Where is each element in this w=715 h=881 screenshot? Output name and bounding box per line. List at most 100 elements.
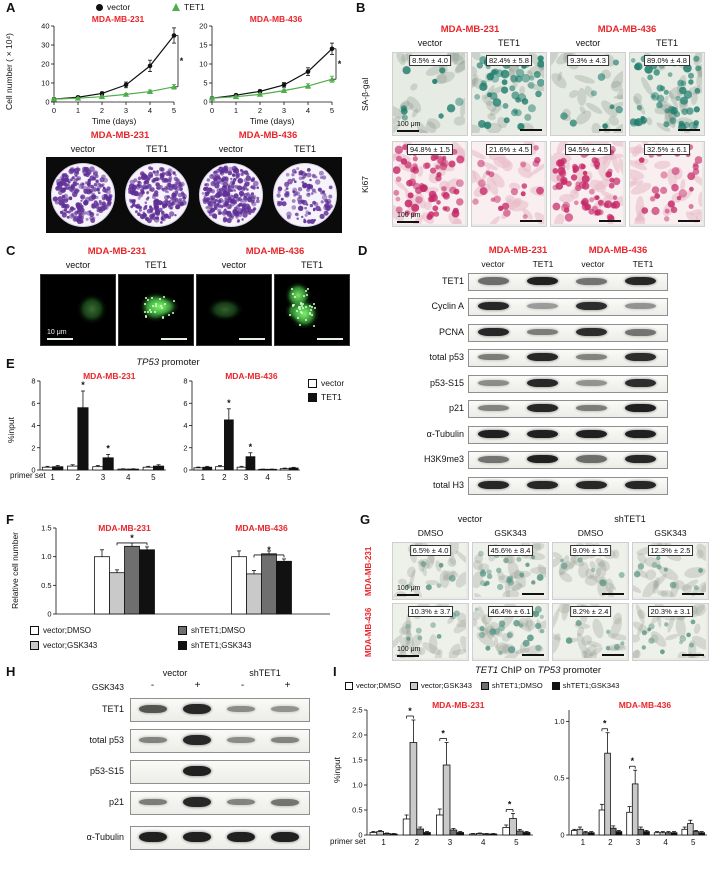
svg-text:1: 1 bbox=[201, 473, 206, 482]
panel-e-legend-tet1-label: TET1 bbox=[321, 392, 342, 402]
chip-chart-i-436: 0 0.5 1.0 1 2 3 4 5 MDA-MB-436 * * bbox=[547, 698, 711, 848]
svg-text:10: 10 bbox=[41, 79, 49, 88]
blot-cyclin-a bbox=[468, 298, 668, 316]
svg-text:5: 5 bbox=[287, 473, 292, 482]
scale-bar bbox=[47, 338, 73, 340]
percentage-badge: 10.3% ± 3.7 bbox=[407, 606, 454, 617]
svg-text:MDA-MB-231: MDA-MB-231 bbox=[83, 371, 136, 381]
blot-label-h-p53-s15: p53-S15 bbox=[89, 766, 124, 776]
blot-tet1 bbox=[468, 273, 668, 291]
colony-well-436-tet1 bbox=[273, 163, 337, 227]
svg-text:2: 2 bbox=[76, 473, 81, 482]
lightgray-swatch bbox=[410, 681, 419, 690]
svg-text:*: * bbox=[81, 380, 85, 390]
svg-text:MDA-MB-231: MDA-MB-231 bbox=[92, 14, 145, 24]
panel-c-header-436: MDA-MB-436 bbox=[245, 246, 305, 257]
percentage-badge: 8.2% ± 2.4 bbox=[569, 606, 612, 617]
blot-tubulin bbox=[468, 426, 668, 444]
svg-text:2: 2 bbox=[258, 106, 262, 115]
blot-label-pcna: PCNA bbox=[438, 327, 464, 337]
percentage-badge: 45.6% ± 8.4 bbox=[487, 545, 534, 556]
scale-bar bbox=[317, 338, 343, 340]
svg-text:2: 2 bbox=[415, 838, 420, 847]
panel-e-title-rest: promoter bbox=[159, 357, 200, 368]
row-label-sabgal: SA-β-gal bbox=[360, 77, 370, 111]
panel-g-col-2: GSK343 bbox=[494, 528, 527, 538]
svg-text:*: * bbox=[441, 729, 445, 739]
micrograph-sabgal-436-vector: 9.3% ± 4.3 bbox=[550, 52, 626, 136]
svg-text:5: 5 bbox=[203, 79, 207, 88]
scale-bar bbox=[397, 130, 419, 132]
panel-i-legend-4-label: shTET1;GSK343 bbox=[562, 681, 620, 690]
micrograph-ki67-231-tet1: 21.6% ± 4.5 bbox=[471, 141, 547, 227]
panel-i-title-rest: promoter bbox=[560, 665, 602, 676]
blot-p21 bbox=[468, 400, 668, 418]
blot-total-p53 bbox=[468, 349, 668, 367]
svg-text:*: * bbox=[508, 800, 512, 810]
gene-name-tp53: TP53 bbox=[136, 357, 160, 368]
panel-i-legend-4: shTET1;GSK343 bbox=[551, 681, 620, 690]
panel-b-col-3: vector bbox=[575, 38, 601, 48]
fluorescence-436-vector bbox=[196, 274, 272, 346]
gene-name-tp53: TP53 bbox=[537, 665, 561, 676]
svg-text:30: 30 bbox=[41, 41, 49, 50]
micrograph-g-231-sh-dmso: 9.0% ± 1.5 bbox=[552, 542, 629, 600]
percentage-badge: 9.0% ± 1.5 bbox=[569, 545, 612, 556]
black-swatch bbox=[308, 392, 317, 402]
scale-bar-label: 10 μm bbox=[47, 329, 67, 336]
micrograph-g-436-sh-dmso: 8.2% ± 2.4 bbox=[552, 603, 629, 661]
svg-text:1: 1 bbox=[50, 473, 55, 482]
svg-text:4: 4 bbox=[265, 473, 270, 482]
legend-vector: vector bbox=[96, 2, 130, 12]
blot-label-cyclin-a: Cyclin A bbox=[431, 301, 464, 311]
micrograph-g-436-dmso: 10.3% ± 3.7 100 μm bbox=[392, 603, 469, 661]
chip-chart-i-231: 0 0.5 1.0 1.5 2.0 2.5 1 2 3 4 5 MDA-MB-231 * * * bbox=[345, 698, 537, 848]
scale-bar bbox=[602, 593, 624, 595]
darkgray-swatch bbox=[178, 626, 187, 635]
svg-text:0: 0 bbox=[52, 106, 56, 115]
svg-text:*: * bbox=[227, 398, 231, 408]
blot-h-total-p53 bbox=[130, 729, 310, 753]
treatment-sign-4: + bbox=[284, 680, 291, 691]
panel-c-col-2: TET1 bbox=[144, 260, 167, 270]
svg-text:4: 4 bbox=[306, 106, 310, 115]
blot-label-tubulin: α-Tubulin bbox=[426, 429, 464, 439]
svg-text:8: 8 bbox=[31, 377, 35, 386]
blot-pcna bbox=[468, 324, 668, 342]
treatment-sign-1: - bbox=[150, 680, 155, 691]
colony-header-436: MDA-MB-436 bbox=[238, 130, 298, 141]
panel-f-legend-2: vector;GSK343 bbox=[30, 641, 97, 650]
svg-text:2: 2 bbox=[608, 838, 613, 847]
colony-condition-2: TET1 bbox=[145, 144, 168, 154]
svg-text:2: 2 bbox=[222, 473, 227, 482]
blot-label-h-p21: p21 bbox=[108, 797, 124, 807]
legend-tet1: TET1 bbox=[172, 2, 205, 12]
panel-d-header-436: MDA-MB-436 bbox=[588, 245, 648, 256]
micrograph-g-436-sh-gsk343: 20.3% ± 3.1 bbox=[632, 603, 709, 661]
panel-f-legend-4: shTET1;GSK343 bbox=[178, 641, 251, 650]
panel-i-y-axis-label: %input bbox=[332, 757, 342, 783]
svg-text:*: * bbox=[249, 442, 253, 452]
blot-total-h3 bbox=[468, 477, 668, 495]
scale-bar bbox=[397, 594, 419, 596]
panel-f-legend-1: vector;DMSO bbox=[30, 626, 91, 635]
svg-text:*: * bbox=[408, 706, 412, 716]
growth-chart-mda-mb-231: 0 10 20 30 40 0 1 2 3 4 5 Time (days) MDA-MB-231 * bbox=[34, 12, 186, 126]
panel-g-row-436: MDA-MB-436 bbox=[364, 607, 373, 657]
svg-text:5: 5 bbox=[514, 838, 519, 847]
svg-text:MDA-MB-231: MDA-MB-231 bbox=[432, 700, 485, 710]
row-label-ki67: Ki67 bbox=[360, 175, 370, 193]
scale-bar bbox=[522, 593, 544, 595]
percentage-badge: 89.0% ± 4.8 bbox=[644, 55, 690, 66]
scale-bar bbox=[239, 338, 265, 340]
panel-g-header-vector: vector bbox=[457, 514, 483, 524]
panel-e-legend-vector-label: vector bbox=[321, 378, 345, 388]
panel-g-label: G bbox=[360, 512, 371, 527]
panel-e-legend-tet1: TET1 bbox=[308, 392, 342, 402]
darkgray-swatch bbox=[480, 681, 489, 690]
svg-text:MDA-MB-436: MDA-MB-436 bbox=[225, 371, 278, 381]
blot-h3k9me3 bbox=[468, 451, 668, 469]
panel-g-row-231: MDA-MB-231 bbox=[364, 546, 373, 596]
panel-i-legend-1: vector;DMSO bbox=[345, 681, 401, 690]
svg-text:1.5: 1.5 bbox=[41, 524, 51, 533]
